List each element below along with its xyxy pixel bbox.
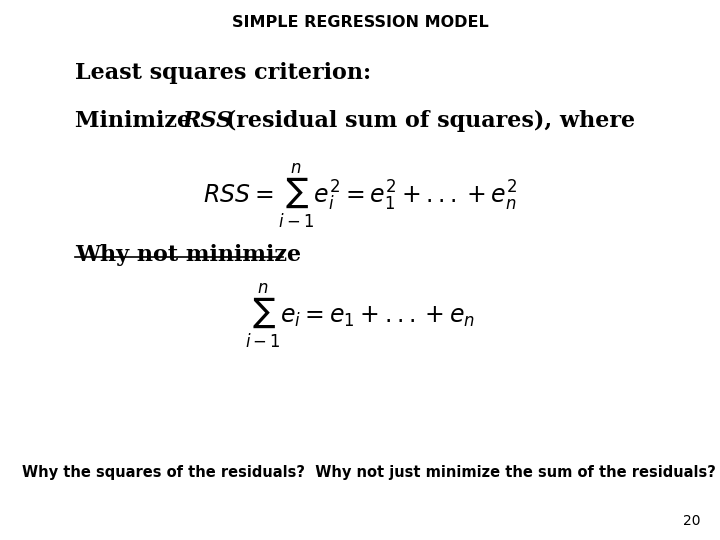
Text: $\sum_{i-1}^{n} e_i = e_1 + \mathit{...} + e_n$: $\sum_{i-1}^{n} e_i = e_1 + \mathit{...}…: [245, 282, 475, 350]
Text: SIMPLE REGRESSION MODEL: SIMPLE REGRESSION MODEL: [232, 15, 488, 30]
Text: Minimize: Minimize: [75, 110, 199, 132]
Text: Least squares criterion:: Least squares criterion:: [75, 62, 371, 84]
Text: (residual sum of squares), where: (residual sum of squares), where: [218, 110, 635, 132]
Text: Why not minimize: Why not minimize: [75, 244, 301, 266]
Text: RSS: RSS: [183, 110, 233, 132]
Text: 20: 20: [683, 514, 700, 528]
Text: $RSS = \sum_{i-1}^{n} e_i^2 = e_1^2 + \mathit{...} + e_n^2$: $RSS = \sum_{i-1}^{n} e_i^2 = e_1^2 + \m…: [203, 162, 517, 231]
Text: Why the squares of the residuals?  Why not just minimize the sum of the residual: Why the squares of the residuals? Why no…: [22, 465, 716, 480]
